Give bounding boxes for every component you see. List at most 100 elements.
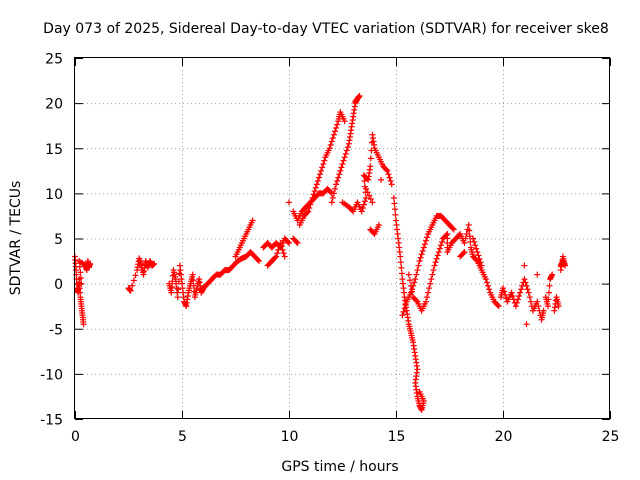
data-point xyxy=(402,302,409,309)
data-point xyxy=(310,191,317,198)
data-point xyxy=(424,234,431,241)
data-point xyxy=(461,240,468,247)
x-axis-label: GPS time / hours xyxy=(281,459,398,475)
y-tick-label: -15 xyxy=(40,413,63,429)
data-point xyxy=(415,262,422,269)
data-point xyxy=(344,144,351,151)
tick-labels: 0 5 10 15 20 25 -15 -10 -5 0 5 10 15 20 25 xyxy=(40,52,619,446)
data-point xyxy=(314,177,321,184)
data-point xyxy=(130,277,137,284)
data-point xyxy=(435,249,442,256)
data-point xyxy=(546,289,553,296)
data-point xyxy=(189,271,196,278)
data-point xyxy=(407,282,414,289)
data-point xyxy=(341,154,348,161)
data-point xyxy=(501,288,508,295)
data-point xyxy=(307,201,314,208)
data-point xyxy=(76,263,83,270)
data-point xyxy=(549,271,556,278)
data-point xyxy=(416,258,423,265)
data-point xyxy=(521,262,528,269)
data-point xyxy=(523,321,530,328)
data-point xyxy=(437,242,444,249)
data-point xyxy=(353,96,360,103)
data-point xyxy=(311,188,318,195)
data-point xyxy=(557,267,564,274)
data-point xyxy=(398,264,405,271)
data-point xyxy=(494,302,501,309)
data-point xyxy=(523,282,530,289)
data-point xyxy=(378,176,385,183)
data-point xyxy=(398,270,405,277)
data-point xyxy=(286,199,292,206)
data-point xyxy=(358,208,365,215)
data-point xyxy=(474,249,481,256)
data-point xyxy=(388,181,395,188)
data-point xyxy=(342,150,349,157)
data-point xyxy=(485,282,492,289)
data-point xyxy=(190,277,197,284)
data-point xyxy=(433,255,440,262)
data-point xyxy=(327,189,334,196)
data-point xyxy=(315,174,322,181)
data-point xyxy=(432,259,439,266)
data-point xyxy=(326,145,333,152)
data-point xyxy=(386,174,393,181)
data-point xyxy=(249,217,256,224)
data-point xyxy=(364,189,371,196)
data-point xyxy=(478,262,485,269)
data-point xyxy=(439,238,446,245)
data-point xyxy=(465,221,472,228)
y-tick-label: 5 xyxy=(54,232,63,248)
chart-title: Day 073 of 2025, Sidereal Day-to-day VTE… xyxy=(43,21,609,37)
data-point xyxy=(304,209,311,216)
data-point xyxy=(340,157,347,164)
data-point xyxy=(329,135,336,142)
data-point xyxy=(334,121,341,128)
data-point xyxy=(524,286,531,293)
y-tick-label: 25 xyxy=(45,52,63,68)
data-point xyxy=(429,271,436,278)
y-tick-label: 15 xyxy=(45,142,63,158)
data-point xyxy=(320,161,327,168)
data-point xyxy=(460,250,467,257)
data-point xyxy=(471,238,478,245)
data-point xyxy=(426,285,433,292)
data-point xyxy=(476,255,483,262)
data-point xyxy=(535,303,542,310)
data-point xyxy=(431,262,438,269)
data-point xyxy=(417,254,424,261)
data-point xyxy=(329,194,336,201)
data-point xyxy=(332,128,339,135)
x-tick-label: 20 xyxy=(495,429,513,445)
data-point xyxy=(327,141,334,148)
data-point xyxy=(318,167,325,174)
data-point xyxy=(486,286,493,293)
y-tick-label: 20 xyxy=(45,97,63,113)
data-point xyxy=(508,289,515,296)
plot-frame xyxy=(74,57,610,419)
data-point xyxy=(466,233,473,240)
data-point xyxy=(430,267,437,274)
data-point xyxy=(475,252,482,259)
data-point xyxy=(254,256,261,263)
data-point xyxy=(305,208,312,215)
data-point xyxy=(352,98,359,105)
data-point xyxy=(387,177,394,184)
data-point xyxy=(509,293,516,300)
x-tick-label: 25 xyxy=(602,429,620,445)
y-tick-label: 0 xyxy=(54,277,63,293)
data-point xyxy=(416,388,423,395)
data-point xyxy=(434,252,441,259)
data-point xyxy=(330,131,337,138)
data-point xyxy=(473,256,480,263)
data-point xyxy=(540,307,547,314)
data-point xyxy=(335,174,342,181)
data-point xyxy=(169,278,176,285)
data-point xyxy=(309,194,316,201)
data-point xyxy=(473,245,480,252)
data-point xyxy=(412,276,419,283)
data-point xyxy=(273,253,280,260)
data-point xyxy=(400,308,407,315)
